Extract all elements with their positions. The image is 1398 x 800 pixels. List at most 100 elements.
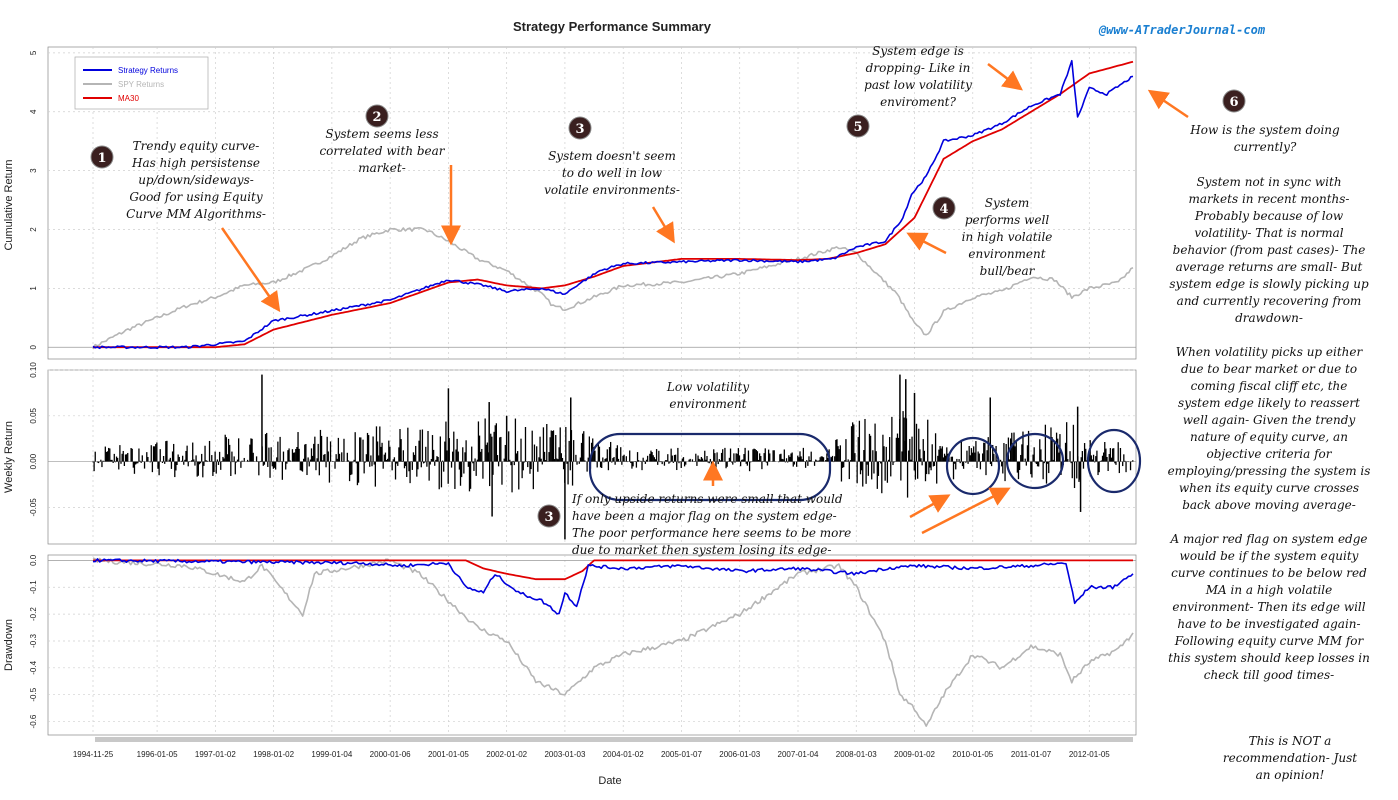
note-4-line: in high volatile [962,230,1053,244]
note-side-line: due to bear market or due to [1181,362,1357,376]
note-3b-line: The poor performance here seems to be mo… [572,526,851,540]
note-1-line: Has high persistense [131,156,260,170]
badge-6-label: 6 [1229,95,1238,110]
note-3b-line: have been a major flag on the system edg… [572,509,837,523]
badge-3b-label: 3 [544,510,553,525]
note-side-line: When volatility picks up either [1176,345,1364,359]
y-tick-label: 0 [29,344,38,349]
x-tick-label: 1994-11-25 [73,750,114,759]
xlabel: Date [598,775,621,787]
x-tick-label: 2010-01-05 [952,750,993,759]
badge-6-circle [1222,89,1246,113]
note-side: System not in sync with markets in recent… [1168,175,1371,682]
note-3b: If only upside returns were small that w… [571,492,851,557]
badge-5-circle [846,114,870,138]
note-4: System performs well in high volatile envir… [962,196,1053,278]
note-side-line: behavior (from past cases)- The [1173,243,1366,257]
y-tick-label: 0.10 [29,362,38,378]
x-tick-label: 2011-01-07 [1011,750,1052,759]
ring-2010 [945,436,1001,496]
series-line-cumulative-e00000 [93,60,1134,349]
note-side-line: System not in sync with [1196,175,1341,189]
note-side-line: nature of equity curve, an [1190,430,1348,444]
ring-2011 [1005,432,1065,490]
note-3: System doesn't seem to do well in low vola… [544,149,680,197]
time-axis-bar [95,737,1133,742]
legend: Strategy Returns SPY Returns MA30 [74,56,209,110]
y-tick-label: 0.00 [29,453,38,469]
x-tick-label: 2000-01-06 [370,750,411,759]
ring-2012 [1086,428,1142,494]
weekly-bars [92,374,1134,540]
series-line-drawdown-e00000 [93,559,1133,581]
note-side-line: employing/pressing the system is [1168,464,1371,478]
badge-1-circle [90,145,114,169]
arrow-6 [1147,89,1189,119]
note-disclaimer-line: This is NOT a [1249,734,1332,748]
note-lowvol: Low volatility environment [666,380,749,411]
note-1-line: up/down/sideways- [138,173,254,187]
note-5-line: enviroment? [880,95,956,109]
y-tick-label: -0.05 [29,498,38,517]
x-tick-label: 2004-01-02 [603,750,644,759]
highlight-rings [588,428,1142,502]
x-tick-label: 2003-01-03 [544,750,585,759]
note-6-line: currently? [1234,140,1297,154]
note-side-line: have to be investigated again- [1177,617,1360,631]
note-side-line: check till good times- [1204,668,1335,682]
note-disclaimer: This is NOT a recommendation- Just an opin… [1223,734,1357,782]
note-side-line: average returns are small- But [1176,260,1363,274]
badge-3: 3 [568,116,592,140]
arrow-1 [220,227,281,313]
note-lowvol-line: Low volatility [666,380,749,394]
note-4-line: environment [968,247,1045,261]
badge-3b-circle [537,504,561,528]
note-4-line: performs well [965,213,1049,227]
x-tick-label: 1999-01-04 [311,750,352,759]
badge-5-label: 5 [853,120,862,135]
note-side-line: and currently recovering from [1177,294,1362,308]
note-side-line: system edge is slowly picking up [1169,277,1369,291]
x-tick-label: 2005-01-07 [661,750,702,759]
y-tick-label: 5 [29,50,38,55]
badge-6: 6 [1222,89,1246,113]
y-tick-label: -0.2 [29,607,38,621]
series-line-drawdown-b5b5b5 [92,557,1134,727]
drawdown-panel [47,554,1137,736]
note-1-line: Trendy equity curve- [133,139,260,153]
note-1: Trendy equity curve- Has high persistense… [126,139,266,221]
note-side-line: volatility- That is normal [1194,226,1343,240]
badge-5: 5 [846,114,870,138]
y-tick-labels: 0 1 2 3 4 5 -0.05 0.00 0.05 0.10 0.0 -0.1 -0.2 -0.3 -0… [29,50,38,728]
note-side-line: MA in a high volatile [1205,583,1333,597]
note-3-line: to do well in low [562,166,663,180]
x-tick-label: 1996-01-05 [137,750,178,759]
badge-3b: 3 [537,504,561,528]
ylabel-weekly: Weekly Return [3,421,15,493]
x-tick-label: 1997-01-02 [195,750,236,759]
grid-lines [48,47,1136,735]
ylabel-cumulative: Cumulative Return [3,159,15,250]
note-3-line: volatile environments- [544,183,680,197]
watermark: @www-ATraderJournal-com [1098,23,1266,37]
note-side-line: coming fiscal cliff etc, the [1191,379,1348,393]
note-side-line: drawdown- [1235,311,1303,325]
note-6-line: How is the system doing [1189,123,1340,137]
x-tick-label: 2002-01-02 [486,750,527,759]
series-line-cumulative-b5b5b5 [92,227,1134,350]
x-tick-label: 2009-01-02 [894,750,935,759]
ring-low-vol [588,432,832,502]
note-5-line: past low volatility [864,78,972,92]
legend-strategy: Strategy Returns [118,66,178,75]
arrow-4 [906,232,947,255]
arrow-ring2 [921,487,1011,535]
note-side-line: curve continues to be below red [1171,566,1367,580]
note-4-line: bull/bear [980,264,1036,278]
note-2: System seems less correlated with bear mar… [319,127,445,175]
note-side-line: when its equity curve crosses [1179,481,1359,495]
arrow-ring1 [909,494,951,519]
note-side-line: Following equity curve MM for [1174,634,1365,648]
legend-spy: SPY Returns [118,80,164,89]
note-side-line: A major red flag on system edge [1169,532,1367,546]
x-tick-label: 2007-01-04 [778,750,819,759]
